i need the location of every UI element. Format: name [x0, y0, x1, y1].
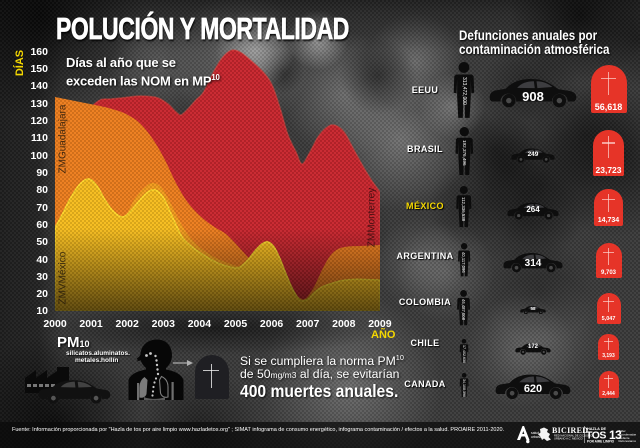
svg-text:Taller: Taller [619, 429, 626, 433]
svg-text:13: 13 [609, 428, 622, 442]
svg-text:TOS: TOS [586, 430, 606, 442]
svg-text:RED NACIONAL DE CICLISMO: RED NACIONAL DE CICLISMO [554, 433, 592, 437]
svg-text:URBANO A.C. MEXICO: URBANO A.C. MEXICO [554, 436, 583, 440]
svg-text:BICIRED: BICIRED [552, 426, 588, 435]
svg-text:Elefante: Elefante [619, 436, 630, 440]
svg-text:HAZLA DE: HAZLA DE [587, 427, 607, 431]
svg-text:Reforestamos: Reforestamos [619, 439, 637, 443]
svg-text:salud: salud [531, 431, 539, 435]
svg-text:urbana: urbana [531, 435, 542, 439]
svg-text:POR AIRE LIMPIO: POR AIRE LIMPIO [587, 440, 615, 444]
svg-text:Coordenadas: Coordenadas [619, 432, 637, 436]
